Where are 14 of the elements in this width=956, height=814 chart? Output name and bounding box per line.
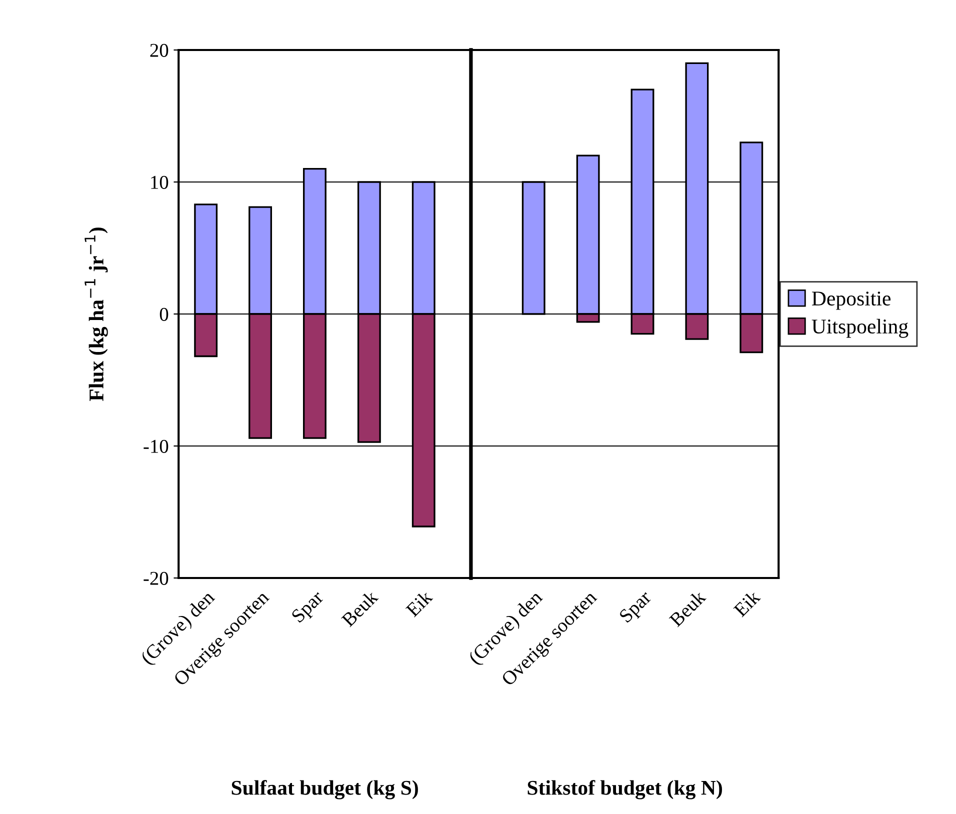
x-axis-title: Stikstof budget (kg N)	[528, 780, 722, 800]
y-tick-label: -10	[144, 440, 168, 453]
x-tick-label: Spar	[618, 590, 655, 626]
legend-label: Uitspoeling	[812, 318, 908, 338]
y-tick-label: 10	[151, 176, 168, 189]
y-tick-label: 0	[160, 308, 168, 321]
y-tick-label: -20	[144, 572, 168, 585]
x-tick-label: Eik	[404, 589, 434, 618]
x-tick-label: Eik	[732, 589, 761, 618]
x-axis-title: Sulfaat budget (kg S)	[232, 780, 418, 800]
y-tick-label: 20	[150, 44, 168, 57]
legend-label: Depositie	[812, 292, 891, 310]
x-tick-label: Spar	[290, 590, 328, 626]
y-axis-title: Flux (kg ha$^{−1}$ jr$^{−1}$)	[84, 228, 108, 402]
